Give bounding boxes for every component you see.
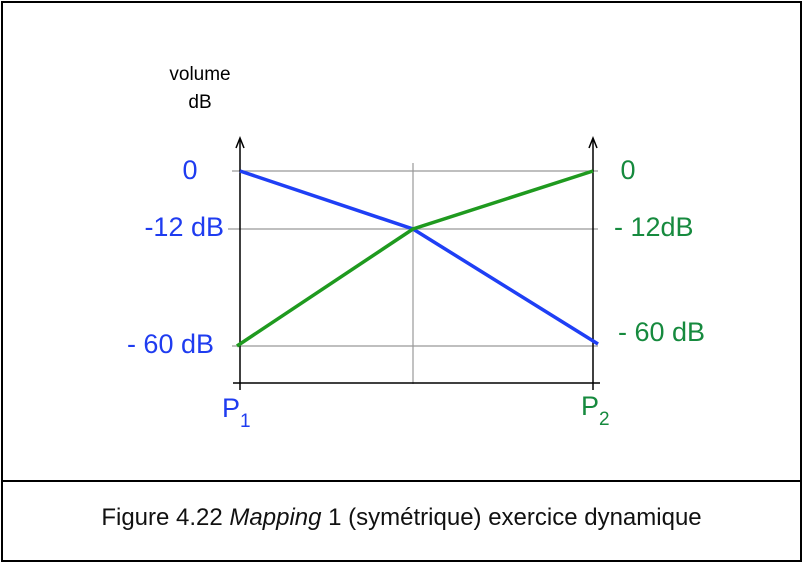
grid (228, 163, 598, 384)
caption-prefix: Figure 4.22 (101, 504, 223, 531)
right-label: - 12dB (614, 212, 694, 242)
green-line (236, 169, 594, 348)
arrow (235, 135, 245, 149)
caption-italic: Mapping (229, 504, 322, 531)
point-sub: 2 (599, 409, 610, 430)
left-label: 0 (182, 155, 197, 185)
arrow (588, 135, 598, 149)
left-label: -12 dB (144, 212, 224, 242)
axis-label: volume (169, 64, 230, 85)
left-label: - 60 dB (127, 329, 214, 359)
caption-suffix: 1 (symétrique) exercice dynamique (328, 504, 702, 531)
right-label: - 60 dB (618, 317, 705, 347)
point-sub: 1 (240, 411, 251, 432)
axes (233, 135, 600, 390)
point-label: P2 (581, 391, 610, 430)
point-letter: P (222, 393, 240, 423)
axis-label: dB (188, 92, 211, 113)
right-label: 0 (620, 155, 635, 185)
blue-line (239, 169, 599, 346)
caption: Figure 4.22 Mapping 1 (symétrique) exerc… (0, 504, 803, 532)
point-letter: P (581, 391, 599, 421)
point-label: P1 (222, 393, 251, 432)
